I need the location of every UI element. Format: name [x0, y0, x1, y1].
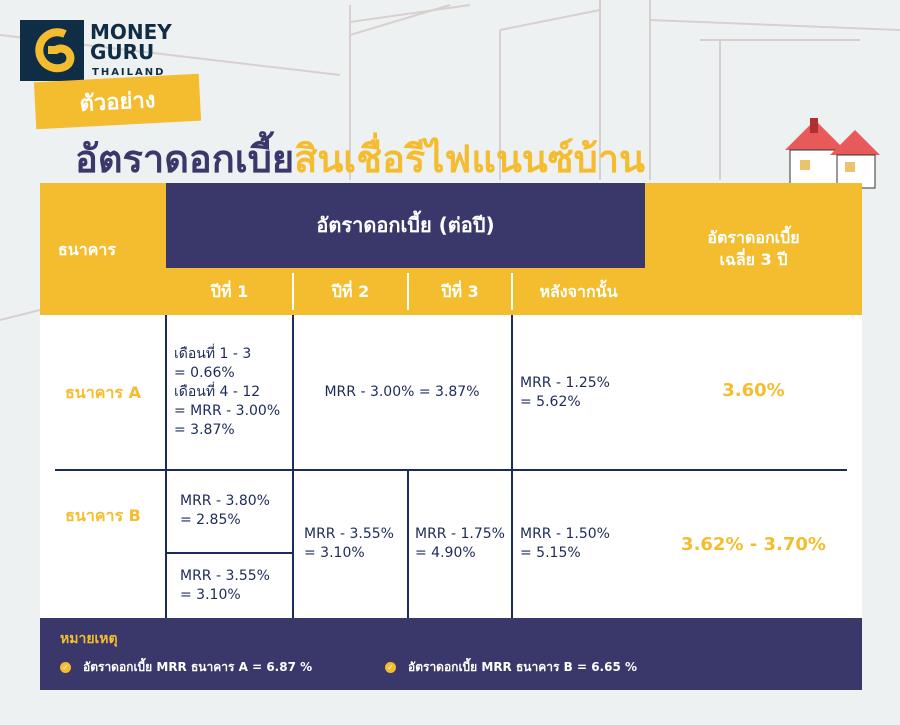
house-icon [785, 118, 880, 189]
note-panel: หมายเหตุ ✓ อัตราดอกเบี้ย MRR ธนาคาร A = 6… [40, 618, 862, 690]
bank-b-after: MRR - 1.50% = 5.15% [520, 526, 610, 561]
bank-a-avg: 3.60% [722, 379, 785, 401]
year-header-row [166, 268, 645, 315]
logo-text: MONEY GURU [90, 20, 172, 64]
bank-b-year3: MRR - 1.75% = 4.90% [415, 526, 505, 561]
logo-mark [20, 20, 84, 81]
rate-header: อัตราดอกเบี้ย (ต่อปี) [166, 183, 645, 268]
table-body [40, 315, 862, 618]
note-title: หมายเหตุ [60, 631, 118, 647]
example-tag: ตัวอย่าง [33, 73, 202, 130]
bank-b-year1a: MRR - 3.80% = 2.85% [180, 493, 270, 528]
year-1-header: ปีที่ 1 [210, 282, 249, 301]
bank-header: ธนาคาร [40, 183, 166, 315]
note-item-a: ✓ อัตราดอกเบี้ย MRR ธนาคาร A = 6.87 % [60, 658, 312, 677]
bank-a-year1: เดือนที่ 1 - 3 = 0.66% เดือนที่ 4 - 12 = MR… [174, 346, 281, 438]
logo-subtext: THAILAND [92, 67, 166, 78]
after-header: หลังจากนั้น [539, 282, 618, 301]
check-icon: ✓ [385, 662, 396, 673]
bank-a-label: ธนาคาร A [65, 383, 141, 402]
bank-b-year1b: MRR - 3.55% = 3.10% [180, 568, 270, 603]
bank-b-avg: 3.62% - 3.70% [681, 533, 826, 555]
note-item-b: ✓ อัตราดอกเบี้ย MRR ธนาคาร B = 6.65 % [385, 658, 637, 677]
year-2-header: ปีที่ 2 [331, 282, 370, 301]
bank-b-year2: MRR - 3.55% = 3.10% [304, 526, 394, 561]
check-icon: ✓ [60, 662, 71, 673]
avg-header: อัตราดอกเบี้ย เฉลี่ย 3 ปี [645, 183, 862, 315]
bank-b-label: ธนาคาร B [65, 505, 141, 525]
year-3-header: ปีที่ 3 [441, 282, 479, 301]
page-title: อัตราดอกเบี้ยสินเชื่อรีไฟแนนซ์บ้าน [75, 137, 646, 181]
bank-a-year2-3: MRR - 3.00% = 3.87% [324, 384, 480, 400]
bank-a-after: MRR - 1.25% = 5.62% [520, 374, 610, 410]
